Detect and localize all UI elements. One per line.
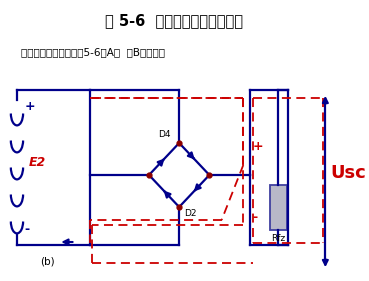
Text: +: + [24, 100, 35, 113]
Text: D4: D4 [158, 130, 171, 139]
Text: E2: E2 [28, 155, 45, 169]
Text: -: - [24, 223, 30, 236]
Text: -: - [253, 210, 258, 223]
Bar [270, 185, 287, 230]
Text: (b): (b) [40, 257, 55, 267]
Text: D2: D2 [184, 209, 196, 218]
Text: 上述工作状态分别如图5-6（A）  （B）所示。: 上述工作状态分别如图5-6（A） （B）所示。 [21, 47, 165, 57]
Text: 图 5-6  桥式整流电路工作原理: 图 5-6 桥式整流电路工作原理 [104, 13, 242, 28]
Text: Rfz: Rfz [271, 234, 285, 243]
Text: Usc: Usc [330, 164, 366, 182]
Text: +: + [253, 140, 263, 153]
